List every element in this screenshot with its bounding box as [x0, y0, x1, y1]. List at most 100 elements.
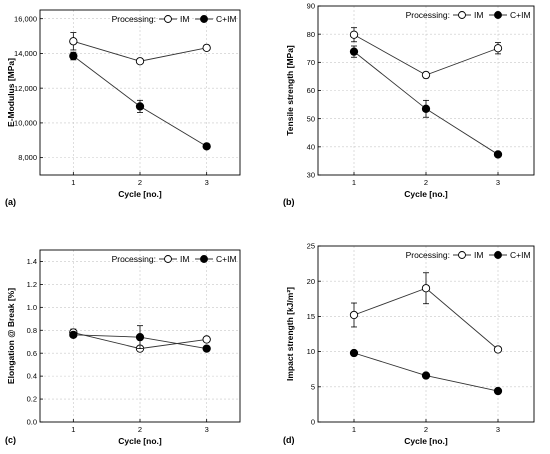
y-tick-label: 1.0: [27, 303, 37, 312]
data-point: [69, 330, 78, 340]
legend-title: Processing:: [406, 10, 450, 20]
panel-label: (a): [5, 197, 16, 207]
y-tick-label: 50: [307, 114, 315, 123]
chart-panel-c: 0.0 0.2 0.4 0.6 0.8 1.0 1.2 1.4 1 2 3 Cycle [no.] El…: [5, 249, 241, 446]
legend-marker-im: [458, 11, 466, 19]
y-tick-label: 0.2: [27, 395, 37, 404]
legend-marker-c-im: [200, 255, 208, 263]
y-tick-label: 20: [307, 277, 315, 286]
legend-marker-c-im: [494, 251, 502, 259]
data-point: [493, 150, 503, 159]
chart-panel-a: 8,000 10,000 12,000 14,000 16,000 1 2 3 Cycle [n…: [5, 9, 241, 207]
y-tick-label: 25: [307, 242, 315, 251]
y-tick-label: 12,000: [14, 84, 37, 93]
legend-label-c-im: C+IM: [216, 254, 237, 264]
data-point: [349, 47, 359, 56]
y-tick-label: 90: [307, 2, 315, 11]
series-c-im: [69, 325, 211, 353]
x-axis-label: Cycle [no.]: [118, 436, 162, 446]
series-c-im: [69, 51, 211, 151]
y-tick-label: 14,000: [14, 49, 37, 58]
series-im: [349, 272, 503, 354]
data-point: [493, 345, 503, 354]
series-c-im: [349, 348, 503, 396]
legend-title: Processing:: [112, 14, 156, 24]
y-tick-label: 10,000: [14, 118, 37, 127]
panel-label: (c): [5, 435, 16, 445]
series-c-im: [349, 45, 503, 159]
legend: Processing: IM C+IM: [406, 10, 531, 20]
y-tick-label: 60: [307, 86, 315, 95]
y-tick-label: 1.4: [27, 257, 37, 266]
data-point: [202, 344, 211, 353]
y-tick-label: 10: [307, 347, 315, 356]
y-tick-label: 15: [307, 312, 315, 321]
legend-label-c-im: C+IM: [510, 250, 531, 260]
x-tick-label: 2: [424, 178, 428, 187]
y-tick-label: 40: [307, 142, 315, 151]
legend-title: Processing:: [112, 254, 156, 264]
x-tick-label: 1: [352, 178, 356, 187]
x-tick-label: 3: [205, 178, 209, 187]
x-tick-label: 3: [496, 425, 500, 434]
legend-marker-im: [164, 255, 172, 263]
y-tick-label: 70: [307, 58, 315, 67]
y-tick-label: 30: [307, 171, 315, 180]
y-tick-label: 0.4: [27, 372, 37, 381]
y-tick-label: 0.6: [27, 349, 37, 358]
x-axis-label: Cycle [no.]: [404, 189, 448, 199]
y-axis-label: Impact strength [kJ/m²]: [285, 287, 295, 381]
x-tick-label: 3: [496, 178, 500, 187]
data-point: [202, 335, 211, 344]
y-tick-label: 0: [311, 418, 315, 427]
legend-label-im: IM: [180, 254, 189, 264]
y-axis-label: Tensile strength [MPa]: [285, 45, 295, 136]
legend-label-c-im: C+IM: [510, 10, 531, 20]
y-tick-label: 5: [311, 382, 315, 391]
panel-label: (d): [283, 435, 295, 445]
data-point: [69, 51, 78, 61]
x-tick-label: 2: [424, 425, 428, 434]
legend-label-im: IM: [180, 14, 189, 24]
data-point: [421, 70, 431, 80]
y-tick-label: 1.2: [27, 280, 37, 289]
legend: Processing: IM C+IM: [112, 14, 237, 24]
y-tick-label: 16,000: [14, 14, 37, 23]
panel-label: (b): [283, 197, 295, 207]
y-axis-label: E-Modulus [MPa]: [6, 58, 16, 127]
data-point: [421, 371, 431, 380]
legend-marker-im: [458, 251, 466, 259]
data-point: [135, 57, 145, 66]
legend-label-im: IM: [474, 250, 483, 260]
x-axis-label: Cycle [no.]: [118, 189, 162, 199]
data-point: [349, 30, 359, 39]
legend: Processing: IM C+IM: [406, 250, 531, 260]
series-im: [349, 27, 503, 80]
y-axis-label: Elongation @ Break [%]: [6, 288, 16, 384]
data-point: [202, 43, 211, 53]
data-point: [202, 142, 211, 151]
chart-panel-b: 30 40 50 60 70 80 90 1 2 3 Cycle [no.] Tensile stre…: [283, 2, 535, 207]
chart-panel-d: 0 5 10 15 20 25 1 2 3 Cycle [no.] Impact strength …: [283, 242, 535, 446]
x-tick-label: 2: [138, 178, 142, 187]
data-point: [135, 332, 145, 342]
data-point: [493, 386, 503, 396]
x-tick-label: 1: [71, 425, 75, 434]
x-tick-label: 1: [71, 178, 75, 187]
series-im: [69, 32, 211, 66]
x-axis-label: Cycle [no.]: [404, 436, 448, 446]
legend-marker-c-im: [200, 15, 208, 23]
data-point: [421, 284, 431, 293]
y-tick-label: 80: [307, 30, 315, 39]
data-point: [135, 102, 145, 111]
legend-marker-c-im: [494, 11, 502, 19]
y-tick-label: 0.8: [27, 326, 37, 335]
x-tick-label: 3: [205, 425, 209, 434]
data-point: [349, 310, 359, 320]
legend-marker-im: [164, 15, 172, 23]
data-point: [69, 37, 78, 46]
legend-title: Processing:: [406, 250, 450, 260]
y-tick-label: 0.0: [27, 418, 37, 427]
x-tick-label: 2: [138, 425, 142, 434]
